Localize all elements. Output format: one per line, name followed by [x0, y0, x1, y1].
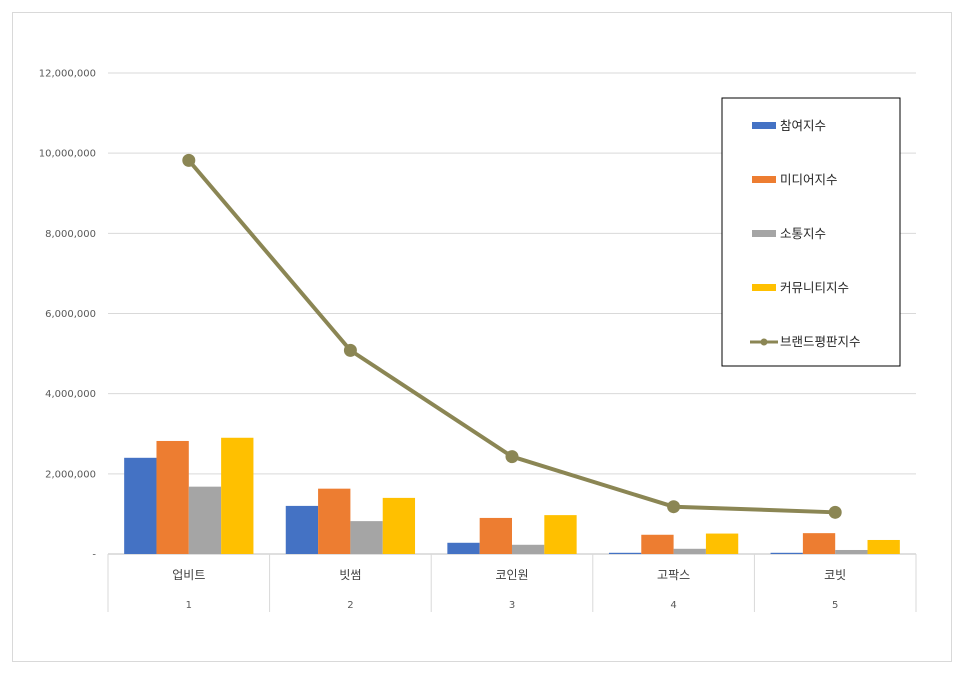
y-tick-label: 2,000,000 [45, 469, 96, 480]
line-point [505, 450, 519, 464]
bar [802, 533, 836, 554]
line-point [343, 343, 357, 357]
y-tick-label: 8,000,000 [45, 229, 96, 240]
legend-marker [760, 338, 768, 346]
bar [318, 488, 351, 554]
bar [285, 505, 319, 554]
legend-label: 참여지수 [780, 118, 826, 133]
x-tick-label: 코인원 [495, 568, 528, 582]
legend-swatch [752, 230, 776, 237]
bar [479, 517, 512, 554]
x-rank-label: 1 [186, 600, 192, 611]
x-rank-label: 3 [509, 600, 515, 611]
y-tick-label: 6,000,000 [45, 309, 96, 320]
legend-label: 미디어지수 [780, 172, 838, 187]
y-tick-label: 4,000,000 [45, 389, 96, 400]
bar [608, 552, 642, 554]
bar [350, 521, 383, 554]
bar [705, 533, 739, 554]
bar [188, 486, 222, 554]
legend-swatch [752, 176, 776, 183]
legend-swatch [752, 284, 776, 291]
x-tick-label: 업비트 [172, 568, 205, 582]
line-point [828, 505, 842, 519]
chart-svg: - 2,000,000 4,000,000 6,000,000 8,000,000 10,… [39, 69, 917, 612]
legend-box [721, 97, 901, 367]
bar [835, 549, 868, 554]
bar [544, 515, 577, 554]
line-point [182, 153, 196, 167]
line-point [667, 500, 681, 514]
chart-frame: - 2,000,000 4,000,000 6,000,000 8,000,000 10,… [12, 12, 952, 662]
y-tick-label: 10,000,000 [39, 149, 96, 160]
legend-label: 소통지수 [780, 226, 826, 241]
x-rank-label: 4 [670, 600, 676, 611]
bar [382, 497, 416, 554]
x-rank-label: 5 [832, 600, 838, 611]
legend-swatch [752, 122, 776, 129]
y-tick-label: - [92, 550, 96, 561]
bar [673, 548, 706, 554]
bar [641, 534, 674, 554]
bar [221, 437, 254, 554]
legend-label: 브랜드평판지수 [780, 334, 861, 349]
x-tick-label: 코빗 [824, 568, 846, 582]
bar [447, 542, 480, 554]
y-tick-label: 12,000,000 [39, 69, 96, 80]
x-tick-label: 고팍스 [657, 568, 690, 582]
x-rank-label: 2 [347, 600, 353, 611]
bar [512, 544, 545, 554]
bar [867, 539, 900, 554]
bar [770, 552, 803, 554]
x-tick-label: 빗썸 [339, 568, 361, 582]
bar [156, 440, 189, 554]
bar [124, 457, 157, 554]
legend-label: 커뮤니티지수 [780, 280, 849, 295]
